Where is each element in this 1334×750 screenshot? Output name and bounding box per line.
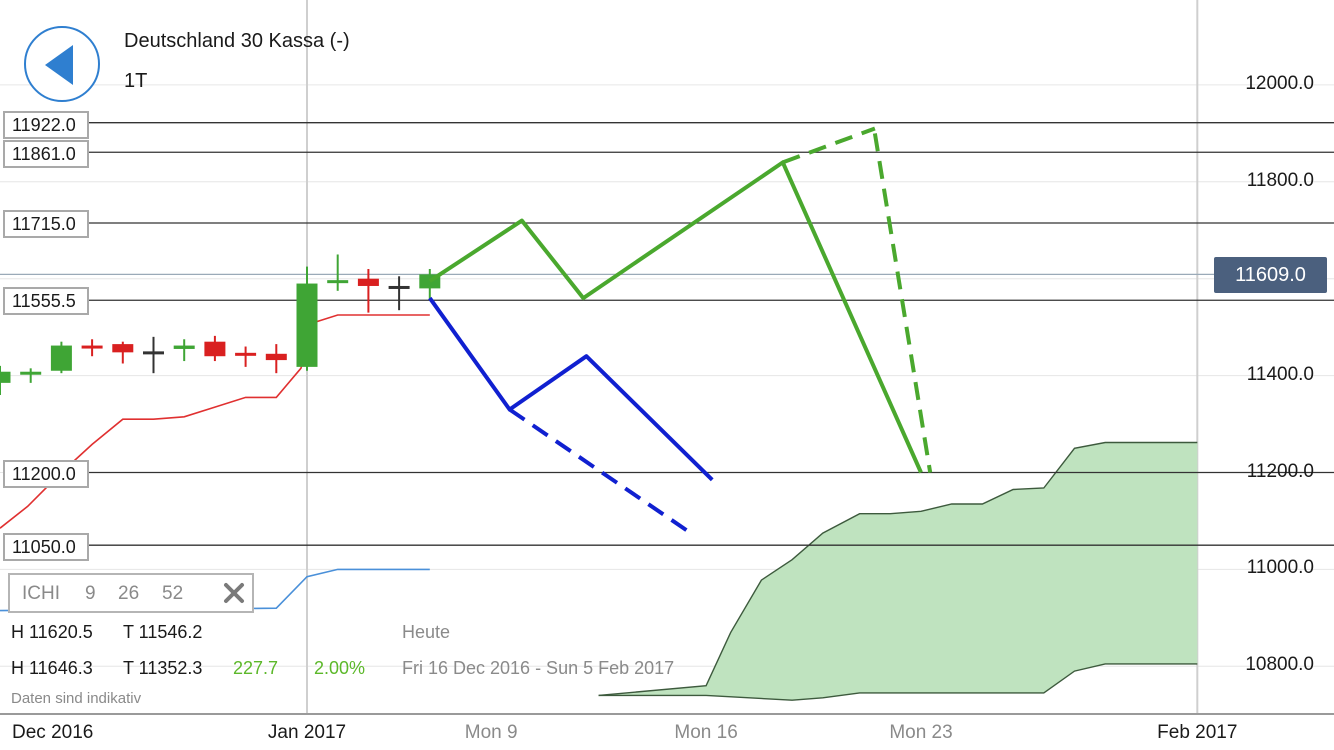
- today-label: Heute: [402, 622, 451, 642]
- candle: [20, 368, 42, 383]
- today-low: T 11546.2: [123, 622, 203, 642]
- play-left-icon: [45, 45, 73, 85]
- indicator-param: 52: [162, 583, 184, 604]
- range-low: T 11352.3: [123, 658, 203, 678]
- x-tick-label: Mon 23: [889, 722, 953, 743]
- candle: [388, 276, 410, 311]
- x-tick-label: Mon 9: [464, 722, 518, 743]
- candle-body: [81, 345, 103, 349]
- ichimoku-cloud: [598, 441, 1198, 701]
- candle-body: [112, 344, 134, 353]
- x-tick-label: Jan 2017: [267, 722, 347, 743]
- candle-body: [235, 352, 257, 356]
- candle-body: [20, 371, 42, 375]
- senkou-span-a: [598, 441, 1198, 697]
- projection-bear-extension: [508, 407, 692, 535]
- y-tick-label: 11200.0: [1246, 460, 1314, 482]
- timeframe-label[interactable]: 1T: [124, 70, 148, 92]
- y-tick-label: 11800.0: [1246, 169, 1314, 191]
- kumo-area: [598, 442, 1198, 701]
- candle: [0, 365, 11, 395]
- projection-paths: [428, 126, 933, 535]
- current-price-badge: 11609.0: [1214, 257, 1327, 293]
- projection-bear-path: [428, 296, 714, 482]
- candle-body: [388, 285, 410, 289]
- candle: [357, 269, 379, 313]
- back-button[interactable]: [24, 26, 100, 102]
- candle-body: [357, 278, 379, 286]
- level-label[interactable]: 11922.0: [3, 111, 89, 139]
- candle: [235, 346, 257, 367]
- candle: [265, 344, 287, 374]
- indicator-param: 9: [85, 583, 96, 604]
- range-change: 227.7: [233, 658, 279, 678]
- close-icon[interactable]: [220, 579, 248, 607]
- x-tick-label: Feb 2017: [1157, 722, 1238, 743]
- candle-body: [143, 351, 164, 355]
- candle-body: [296, 283, 318, 367]
- candle-body: [50, 345, 72, 371]
- candle: [143, 336, 164, 374]
- level-label[interactable]: 11555.5: [3, 287, 89, 315]
- indicator-param: 26: [118, 583, 140, 604]
- range-change-percent: 2.00%: [314, 658, 366, 678]
- level-label[interactable]: 11200.0: [3, 460, 89, 488]
- y-tick-label: 12000.0: [1245, 72, 1314, 94]
- candle: [50, 341, 72, 374]
- date-range: Fri 16 Dec 2016 - Sun 5 Feb 2017: [402, 658, 675, 678]
- candle-body: [0, 371, 11, 383]
- candle: [419, 269, 441, 300]
- candle: [81, 339, 103, 357]
- senkou-span-b: [598, 663, 1198, 701]
- y-tick-label: 11400.0: [1246, 363, 1314, 385]
- candle-body: [173, 345, 195, 349]
- y-tick-label: 11000.0: [1246, 557, 1314, 579]
- projection-bull-retrace: [872, 133, 933, 473]
- level-label[interactable]: 11050.0: [3, 533, 89, 561]
- candle: [204, 335, 226, 362]
- indicator-chip[interactable]: ICHI 9 26 52: [8, 573, 254, 613]
- candle: [112, 341, 134, 364]
- x-tick-label: Mon 16: [674, 722, 738, 743]
- today-high: H 11620.5: [11, 622, 93, 642]
- x-tick-label: Dec 2016: [12, 722, 94, 743]
- projection-bull-path: [428, 160, 923, 474]
- y-tick-label: 10800.0: [1245, 654, 1314, 676]
- candlesticks: [0, 254, 441, 395]
- candle: [327, 254, 349, 291]
- range-high: H 11646.3: [11, 658, 93, 678]
- level-label[interactable]: 11715.0: [3, 210, 89, 238]
- candle: [296, 266, 318, 371]
- candle: [173, 339, 195, 362]
- disclaimer: Daten sind indikativ: [11, 690, 142, 707]
- instrument-title: Deutschland 30 Kassa (-): [124, 30, 350, 52]
- candle-body: [265, 353, 287, 361]
- candle-body: [327, 280, 349, 284]
- indicator-name: ICHI: [22, 583, 60, 604]
- candle-body: [204, 341, 226, 357]
- projection-bull-extension: [782, 126, 876, 165]
- level-label[interactable]: 11861.0: [3, 140, 89, 168]
